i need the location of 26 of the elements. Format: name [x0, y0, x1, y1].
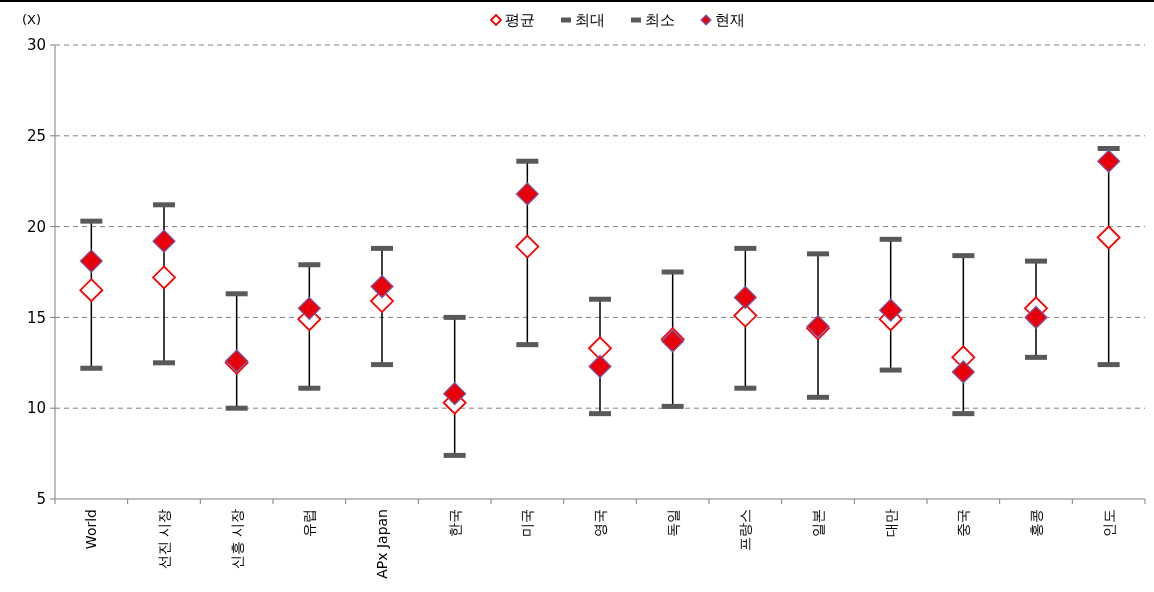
x-tick-label: World	[83, 509, 100, 550]
y-tick-label: 10	[26, 399, 46, 418]
x-tick-label: 신흥 시장	[228, 509, 245, 570]
legend-label: 최소	[645, 11, 675, 30]
legend-label: 현재	[715, 11, 745, 30]
x-tick-label: 영국	[591, 509, 608, 537]
x-tick-label: 독일	[664, 509, 681, 537]
y-axis-title: (X)	[22, 12, 42, 27]
legend-label: 최대	[575, 11, 605, 30]
y-tick-label: 5	[36, 490, 46, 509]
y-tick-label: 25	[26, 127, 46, 146]
x-tick-label: 프랑스	[737, 509, 754, 551]
x-tick-label: 중국	[955, 509, 972, 537]
x-tick-label: 유럽	[301, 509, 318, 537]
x-tick-label: 한국	[446, 509, 463, 537]
x-tick-label: 홍콩	[1027, 509, 1044, 537]
x-tick-label: 인도	[1100, 509, 1117, 537]
x-tick-label: 미국	[519, 509, 536, 537]
y-tick-label: 15	[26, 308, 46, 327]
x-tick-label: 일본	[809, 509, 826, 537]
y-tick-label: 20	[26, 217, 46, 236]
x-tick-label: APx Japan	[373, 509, 390, 579]
legend-label: 평균	[505, 11, 535, 30]
x-tick-label: 선진 시장	[155, 509, 172, 570]
y-tick-label: 30	[26, 36, 46, 55]
x-tick-label: 대만	[882, 509, 899, 537]
